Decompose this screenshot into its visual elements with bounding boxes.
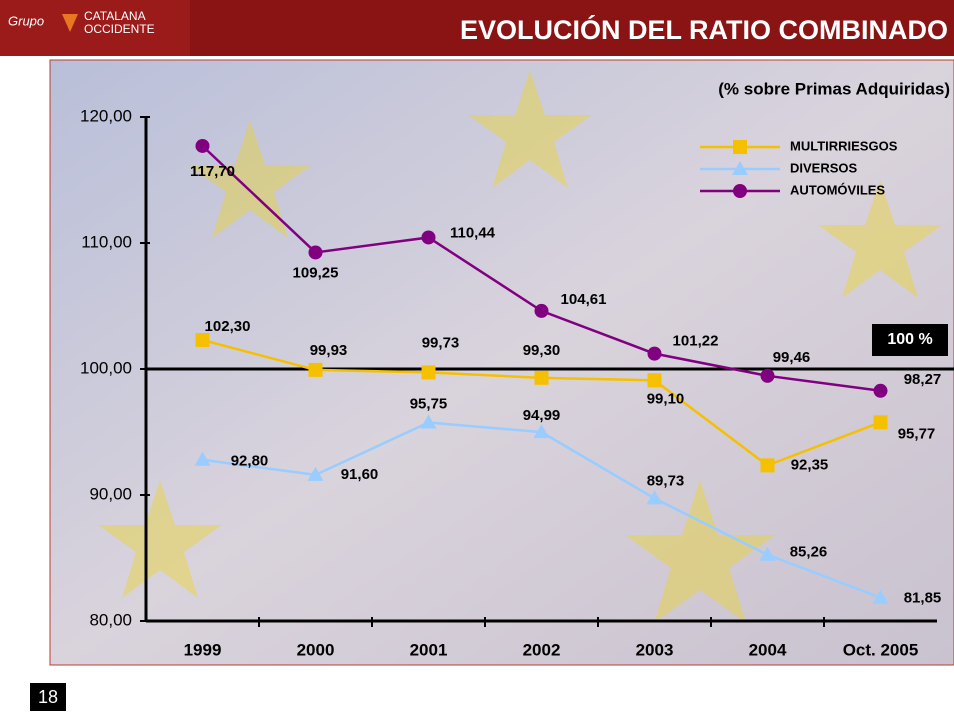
- data-label: 109,25: [293, 264, 339, 281]
- data-label: 101,22: [673, 333, 719, 350]
- logo-group: Grupo: [8, 13, 44, 28]
- y-tick-label: 100,00: [80, 358, 132, 377]
- x-tick-label: 2000: [297, 640, 335, 659]
- marker: [874, 384, 888, 398]
- x-tick-label: Oct. 2005: [843, 640, 919, 659]
- y-tick-label: 90,00: [89, 484, 132, 503]
- data-label: 102,30: [205, 318, 251, 335]
- slide: Grupo CATALANA OCCIDENTE EVOLUCIÓN DEL R…: [0, 0, 954, 720]
- data-label: 85,26: [790, 544, 828, 561]
- marker: [196, 333, 210, 347]
- page-number: 18: [38, 687, 58, 707]
- data-label: 110,44: [450, 224, 496, 241]
- reference-label: 100 %: [887, 331, 932, 348]
- logo-name: CATALANA: [84, 9, 146, 23]
- data-label: 91,60: [341, 466, 379, 483]
- chart-subtitle: (% sobre Primas Adquiridas): [718, 79, 950, 98]
- data-label: 89,73: [647, 472, 685, 489]
- page: Grupo CATALANA OCCIDENTE EVOLUCIÓN DEL R…: [0, 0, 954, 720]
- data-label: 95,77: [898, 425, 936, 442]
- marker: [733, 184, 747, 198]
- data-label: 94,99: [523, 407, 561, 424]
- marker: [535, 371, 549, 385]
- y-tick-label: 120,00: [80, 106, 132, 125]
- marker: [648, 373, 662, 387]
- data-label: 81,85: [904, 590, 942, 607]
- data-label: 99,93: [310, 342, 348, 359]
- x-tick-label: 2002: [523, 640, 561, 659]
- data-label: 92,80: [231, 453, 269, 470]
- marker: [733, 140, 747, 154]
- slide-title: EVOLUCIÓN DEL RATIO COMBINADO: [460, 14, 948, 45]
- data-label: 99,10: [647, 390, 685, 407]
- data-label: 92,35: [791, 456, 829, 473]
- marker: [309, 245, 323, 259]
- x-tick-label: 2004: [749, 640, 787, 659]
- marker: [196, 139, 210, 153]
- legend-label: DIVERSOS: [790, 160, 858, 175]
- marker: [761, 458, 775, 472]
- marker: [309, 363, 323, 377]
- y-tick-label: 110,00: [81, 232, 132, 251]
- marker: [874, 415, 888, 429]
- data-label: 95,75: [410, 396, 448, 413]
- marker: [535, 304, 549, 318]
- legend-label: AUTOMÓVILES: [790, 182, 885, 197]
- data-label: 117,70: [190, 163, 235, 180]
- data-label: 99,73: [422, 334, 460, 351]
- x-tick-label: 2003: [636, 640, 674, 659]
- logo-name: OCCIDENTE: [84, 22, 155, 36]
- marker: [422, 365, 436, 379]
- x-tick-label: 1999: [184, 640, 222, 659]
- data-label: 99,30: [523, 342, 561, 359]
- data-label: 104,61: [561, 291, 607, 308]
- marker: [648, 347, 662, 361]
- x-tick-label: 2001: [410, 640, 448, 659]
- marker: [422, 230, 436, 244]
- y-tick-label: 80,00: [89, 610, 132, 629]
- marker: [761, 369, 775, 383]
- data-label: 98,27: [904, 371, 942, 388]
- data-label: 99,46: [773, 349, 811, 366]
- legend-label: MULTIRRIESGOS: [790, 138, 898, 153]
